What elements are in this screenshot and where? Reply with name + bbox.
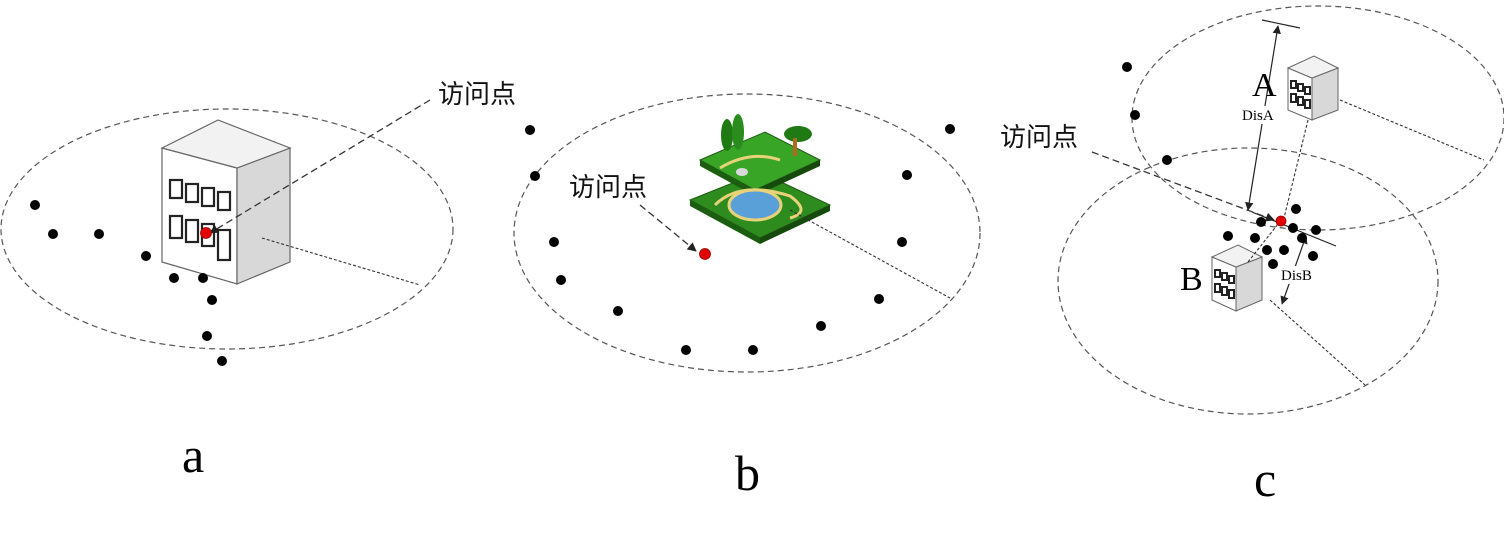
panel-b-caption: b [735,445,760,501]
panel-c-pointer-arrow [1091,151,1275,222]
poi-point [549,237,559,247]
panel-c-access-point-label: 访问点 [1000,123,1078,153]
poi-point [1308,251,1318,261]
poi-point [1162,155,1172,165]
park-icon [688,114,832,244]
dis-a-tick-top [1261,19,1301,29]
poi-point [1311,225,1321,235]
poi-point [1130,110,1140,120]
panel-a-caption: a [182,427,204,483]
panel-c-poi-points [1122,62,1321,269]
poi-point [1250,233,1260,243]
shop-icon [1210,244,1264,312]
panel-a: 访问点 a [0,80,516,483]
poi-point [816,321,826,331]
poi-point [1122,62,1132,72]
poi-point [48,229,58,239]
label-b: B [1180,261,1203,298]
panel-b-access-point [699,248,711,260]
panel-b-radius-line [789,209,951,299]
panel-b-range-ring [513,93,981,373]
poi-point [202,331,212,341]
poi-point [556,275,566,285]
dis-a-label: DisA [1242,108,1274,124]
poi-point [1268,259,1278,269]
building-icon [160,119,292,285]
panel-c-caption: c [1254,451,1276,507]
poi-point [1223,231,1233,241]
panel-b-poi-points [525,124,955,355]
panel-c-radius-line-a [1339,99,1485,161]
poi-point [217,356,227,366]
panel-c-radius-line-b [1269,299,1366,386]
shop-icon [1286,55,1340,121]
poi-point [30,200,40,210]
panel-a-poi-points [30,200,227,366]
poi-point [748,345,758,355]
dis-b-label: DisB [1281,268,1312,284]
panel-c-link-a [1283,119,1309,219]
poi-point [902,170,912,180]
poi-point [1291,204,1301,214]
poi-point [525,125,535,135]
poi-point [897,237,907,247]
panel-b: 访问点 b [513,93,981,501]
panel-a-pointer-arrow [209,99,431,234]
poi-point [1262,245,1272,255]
poi-point [198,273,208,283]
panel-b-pointer-arrow [639,204,697,252]
poi-point [1279,245,1289,255]
label-a: A [1252,67,1277,104]
poi-point [1297,233,1307,243]
poi-point [613,306,623,316]
panel-b-access-point-label: 访问点 [569,173,647,203]
poi-point [207,295,217,305]
poi-point [945,124,955,134]
panel-c-access-point [1275,215,1287,227]
panel-a-radius-line [261,237,421,286]
panel-a-access-point [200,227,212,239]
dis-b-label-bg [1278,266,1318,284]
panel-c-ring-b [1057,147,1439,415]
dis-a-label-bg [1238,106,1280,124]
panel-c-link-b [1247,223,1279,263]
panel-c: DisA DisB 访问点 A B c [1000,5,1504,507]
poi-point [141,251,151,261]
poi-point [1288,223,1298,233]
panel-a-range-ring [0,108,454,350]
poi-point [681,345,691,355]
poi-point [169,273,179,283]
poi-point [530,171,540,181]
panel-a-access-point-label: 访问点 [438,80,516,110]
poi-point [94,229,104,239]
poi-point [874,294,884,304]
poi-point [1256,217,1266,227]
